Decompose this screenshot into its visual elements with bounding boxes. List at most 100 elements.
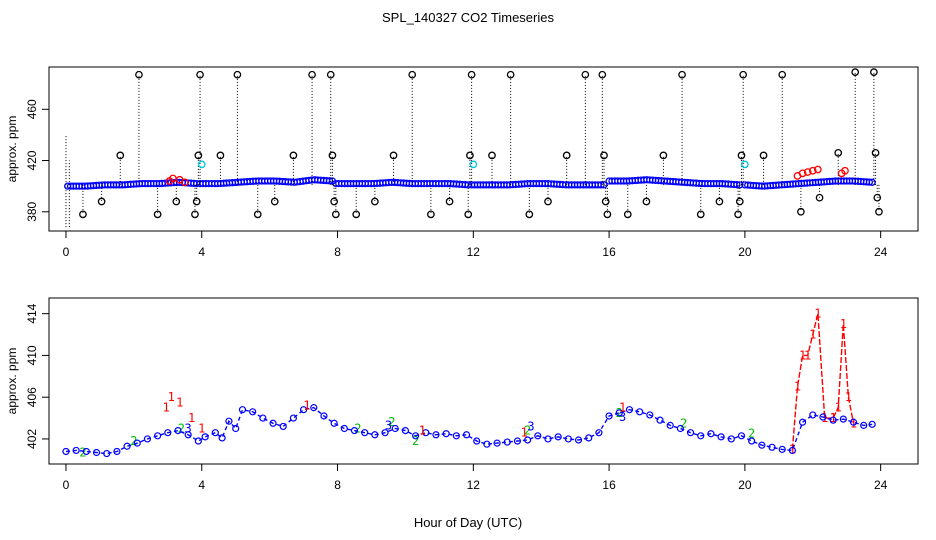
blue-point bbox=[350, 426, 359, 435]
blue-point bbox=[123, 442, 131, 450]
blue-point bbox=[361, 429, 369, 437]
spike-point bbox=[696, 210, 705, 219]
blue-point bbox=[432, 431, 440, 439]
x-tick-label: 4 bbox=[198, 245, 205, 259]
blue-point bbox=[717, 433, 725, 441]
spike-point bbox=[216, 151, 225, 160]
blue-point bbox=[225, 417, 233, 425]
spike-point bbox=[135, 70, 143, 79]
blue-point bbox=[473, 437, 481, 445]
blue-point bbox=[778, 445, 786, 453]
blue-point bbox=[524, 436, 532, 444]
spike-point bbox=[598, 70, 607, 79]
blue-point bbox=[269, 419, 277, 427]
blue-point bbox=[798, 418, 807, 426]
blue-dashed-line bbox=[65, 406, 873, 455]
spike-point bbox=[759, 151, 768, 160]
blue-point bbox=[299, 406, 308, 414]
red-marker-1: 1 bbox=[850, 416, 857, 430]
red-marker-1: 1 bbox=[303, 399, 310, 413]
x-tick-label: 12 bbox=[467, 478, 481, 492]
x-tick-label: 20 bbox=[738, 245, 752, 259]
spike-point bbox=[797, 207, 805, 216]
blue-point bbox=[194, 437, 202, 445]
spike-point bbox=[734, 210, 742, 219]
x-tick-label: 0 bbox=[63, 478, 70, 492]
spike-point bbox=[739, 70, 748, 79]
blue-point bbox=[493, 439, 501, 447]
bottom-y-axis-label: approx. ppm bbox=[5, 348, 19, 415]
level-2-marker: 2 bbox=[178, 422, 185, 436]
top-marks bbox=[64, 68, 883, 228]
blue-point bbox=[646, 411, 654, 419]
bottom-plot-frame bbox=[48, 297, 919, 465]
spike-point bbox=[603, 210, 612, 219]
level-2-marker: 2 bbox=[748, 427, 755, 441]
red-marker-1: 1 bbox=[794, 380, 801, 394]
spike-point bbox=[97, 197, 106, 206]
cyan-point bbox=[469, 160, 478, 169]
blue-point bbox=[72, 446, 80, 455]
blue-point bbox=[585, 434, 593, 442]
level-2-marker: 2 bbox=[130, 434, 137, 448]
baseline-point bbox=[865, 178, 873, 186]
spike-point bbox=[466, 151, 474, 160]
blue-point bbox=[412, 432, 420, 440]
spike-point bbox=[289, 151, 298, 160]
flagged-point bbox=[180, 178, 189, 187]
red-marker-1: 1 bbox=[176, 395, 183, 409]
blue-point bbox=[483, 440, 491, 448]
blue-point bbox=[442, 430, 450, 438]
x-tick-label: 8 bbox=[334, 478, 341, 492]
spike-point bbox=[408, 70, 417, 79]
blue-point bbox=[103, 449, 111, 458]
spike-point bbox=[331, 210, 340, 219]
x-axis-label: Hour of Day (UTC) bbox=[414, 515, 522, 530]
red-dashed-line bbox=[791, 313, 855, 450]
spike-point bbox=[328, 151, 337, 160]
spike-point bbox=[389, 151, 398, 160]
spike-point bbox=[623, 210, 632, 219]
blue-point bbox=[513, 437, 522, 445]
blue-point bbox=[62, 447, 70, 456]
spike-point bbox=[601, 197, 610, 206]
blue-point bbox=[534, 432, 542, 440]
red-marker-1: 1 bbox=[619, 401, 626, 415]
blue-point bbox=[143, 435, 152, 443]
red-marker-1: 1 bbox=[804, 348, 811, 362]
spike-point bbox=[659, 151, 668, 160]
blue-point bbox=[748, 437, 756, 445]
spike-point bbox=[737, 151, 746, 160]
y-tick-label: 414 bbox=[25, 303, 39, 323]
x-tick-label: 20 bbox=[738, 478, 752, 492]
blue-point bbox=[595, 429, 603, 437]
cyan-point bbox=[197, 160, 206, 169]
red-marker-1: 1 bbox=[845, 390, 852, 404]
flagged-point bbox=[803, 168, 812, 176]
top-y-axis-label: approx. ppm bbox=[5, 116, 19, 183]
spike-point bbox=[488, 151, 496, 160]
spike-point bbox=[544, 197, 552, 206]
spike-point bbox=[371, 197, 379, 206]
blue-point bbox=[605, 412, 613, 420]
level-2-marker: 2 bbox=[412, 434, 419, 448]
spike-point bbox=[873, 193, 882, 202]
spike-point bbox=[191, 210, 199, 219]
spike-point bbox=[326, 70, 335, 79]
red-marker-1: 1 bbox=[521, 426, 528, 440]
spike-point bbox=[735, 197, 744, 206]
blue-point bbox=[232, 424, 240, 433]
blue-point bbox=[686, 429, 695, 437]
spike-point bbox=[270, 197, 279, 206]
level-2-marker: 2 bbox=[388, 415, 395, 429]
blue-point bbox=[381, 429, 389, 437]
blue-point bbox=[133, 439, 141, 447]
blue-point bbox=[737, 432, 746, 440]
blue-point bbox=[279, 422, 287, 431]
spike-point bbox=[642, 197, 651, 206]
flagged-point bbox=[814, 165, 822, 174]
red-marker-1: 1 bbox=[840, 317, 847, 331]
baseline-point bbox=[733, 181, 741, 189]
spike-point bbox=[79, 210, 87, 219]
